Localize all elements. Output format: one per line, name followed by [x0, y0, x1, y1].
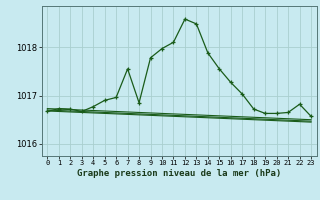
X-axis label: Graphe pression niveau de la mer (hPa): Graphe pression niveau de la mer (hPa): [77, 169, 281, 178]
